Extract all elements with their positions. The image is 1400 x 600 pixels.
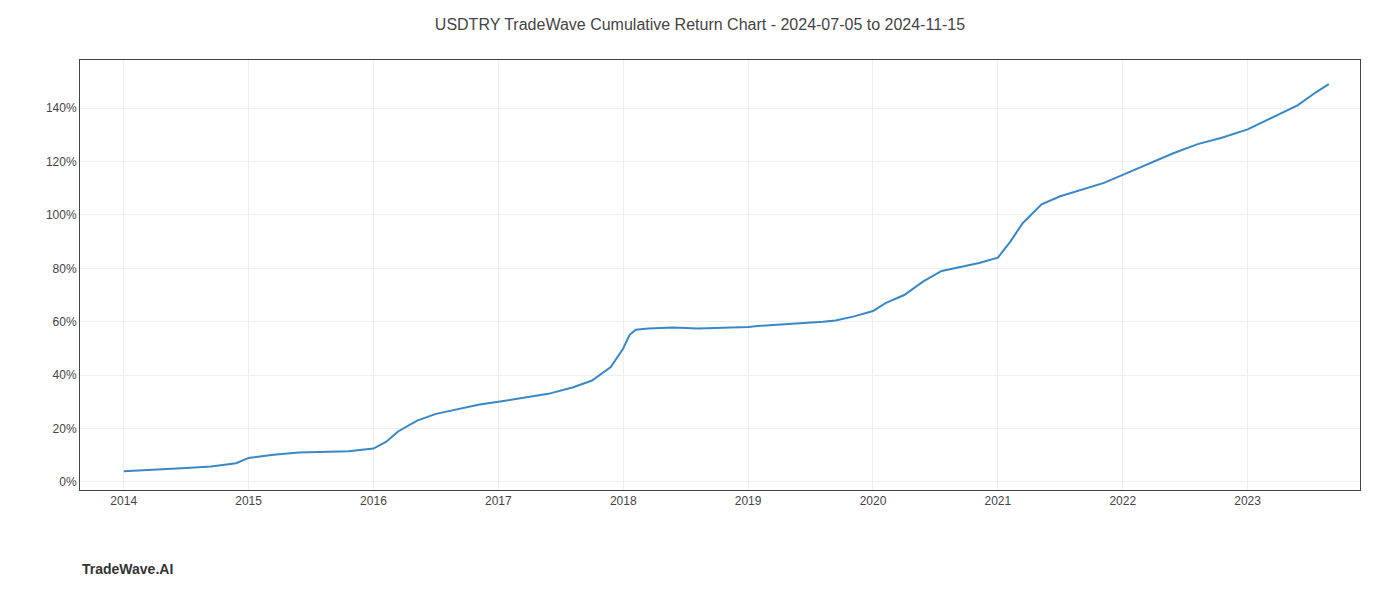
svg-text:TradeWave.AI: TradeWave.AI [82, 561, 173, 577]
svg-text:60%: 60% [53, 315, 77, 329]
svg-text:2020: 2020 [860, 494, 887, 508]
svg-text:2023: 2023 [1234, 494, 1261, 508]
svg-text:2014: 2014 [110, 494, 137, 508]
svg-text:2017: 2017 [485, 494, 512, 508]
svg-text:20%: 20% [53, 422, 77, 436]
svg-text:2016: 2016 [360, 494, 387, 508]
svg-text:120%: 120% [46, 155, 77, 169]
svg-text:0%: 0% [59, 475, 77, 489]
svg-text:2021: 2021 [984, 494, 1011, 508]
svg-text:2018: 2018 [610, 494, 637, 508]
svg-text:80%: 80% [53, 262, 77, 276]
svg-text:100%: 100% [46, 208, 77, 222]
svg-text:140%: 140% [46, 101, 77, 115]
svg-text:2015: 2015 [235, 494, 262, 508]
svg-text:2019: 2019 [735, 494, 762, 508]
svg-text:40%: 40% [53, 368, 77, 382]
svg-text:2022: 2022 [1109, 494, 1136, 508]
svg-text:USDTRY TradeWave Cumulative Re: USDTRY TradeWave Cumulative Return Chart… [435, 16, 965, 33]
